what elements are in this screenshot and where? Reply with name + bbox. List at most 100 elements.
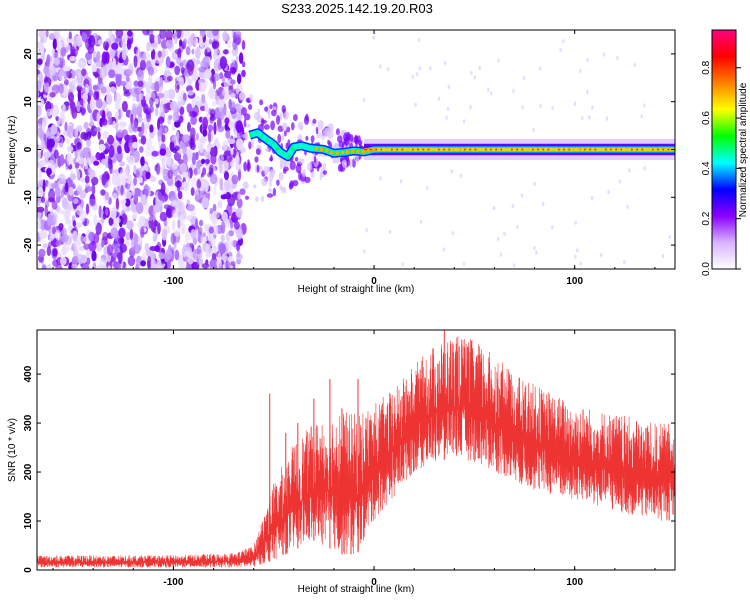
faint-speck xyxy=(450,169,453,174)
noise-blob xyxy=(105,41,110,50)
noise-blob xyxy=(42,179,46,193)
noise-blob xyxy=(204,158,211,164)
noise-blob xyxy=(70,48,78,57)
noise-blob xyxy=(158,252,166,260)
noise-blob xyxy=(55,194,61,204)
track-point xyxy=(429,147,433,152)
noise-blob xyxy=(129,228,134,240)
faint-speck xyxy=(522,76,526,81)
noise-blob xyxy=(76,205,83,216)
noise-blob xyxy=(183,30,191,39)
noise-blob xyxy=(180,99,186,106)
noise-blob xyxy=(37,80,42,91)
noise-blob xyxy=(87,167,93,174)
transition-blob xyxy=(279,158,286,168)
track-point xyxy=(637,147,642,152)
track-point xyxy=(282,152,288,158)
noise-blob xyxy=(68,31,73,40)
faint-speck xyxy=(600,253,603,258)
noise-blob xyxy=(154,98,159,105)
faint-speck xyxy=(579,68,582,74)
transition-blob xyxy=(289,160,296,171)
y-tick-label: -20 xyxy=(23,237,34,252)
noise-blob xyxy=(46,263,52,269)
faint-speck xyxy=(511,204,514,209)
colorbar-ticks: 0.0 0.2 0.4 0.6 0.8 xyxy=(701,60,741,276)
track-point xyxy=(622,147,626,152)
noise-blob xyxy=(38,248,46,258)
transition-blob xyxy=(281,186,287,194)
y-tick-label: 10 xyxy=(23,96,34,108)
noise-blob xyxy=(235,36,241,46)
noise-blob xyxy=(147,255,152,269)
noise-blob xyxy=(235,137,244,151)
noise-blob xyxy=(136,255,142,267)
noise-blob xyxy=(106,92,113,106)
noise-blob xyxy=(58,173,66,183)
transition-blob xyxy=(268,172,274,182)
noise-blob xyxy=(55,240,62,247)
noise-blob xyxy=(204,102,209,113)
noise-blob xyxy=(195,46,201,60)
colorbar-tick-label: 0.0 xyxy=(701,262,712,276)
transition-blob xyxy=(332,157,336,164)
noise-blob xyxy=(151,48,156,61)
noise-blob xyxy=(48,138,55,149)
noise-blob xyxy=(37,180,40,188)
transition-blob xyxy=(298,158,305,164)
track-point xyxy=(544,147,548,152)
noise-blob xyxy=(82,152,89,158)
noise-blob xyxy=(113,217,121,224)
noise-blob xyxy=(164,252,169,263)
transition-blob xyxy=(276,114,280,125)
faint-speck xyxy=(590,195,594,201)
faint-speck xyxy=(633,62,636,68)
transition-blob xyxy=(243,161,248,172)
noise-blob xyxy=(39,98,45,108)
noise-blob xyxy=(198,35,203,47)
noise-blob xyxy=(102,100,108,109)
noise-blob xyxy=(219,243,226,254)
noise-blob xyxy=(54,186,61,197)
noise-blob xyxy=(82,92,88,102)
noise-blob xyxy=(222,140,228,150)
noise-blob xyxy=(146,41,150,52)
noise-blob xyxy=(110,227,119,238)
noise-blob xyxy=(159,148,167,156)
noise-blob xyxy=(165,30,173,41)
noise-blob xyxy=(205,181,209,192)
transition-blob xyxy=(255,148,261,156)
noise-blob xyxy=(65,104,69,111)
faint-speck xyxy=(416,72,419,77)
noise-blob xyxy=(225,153,233,163)
noise-blob xyxy=(184,250,190,257)
noise-blob xyxy=(100,189,106,196)
noise-blob xyxy=(139,93,144,101)
noise-blob xyxy=(102,131,109,139)
noise-blob xyxy=(154,35,158,43)
noise-blob xyxy=(38,30,46,39)
noise-blob xyxy=(39,43,45,56)
track-point xyxy=(424,147,428,152)
noise-blob xyxy=(213,184,217,197)
noise-blob xyxy=(117,109,122,120)
transition-blob xyxy=(354,135,359,145)
faint-speck xyxy=(628,168,631,173)
noise-blob xyxy=(144,94,150,102)
noise-blob xyxy=(183,181,187,187)
noise-blob xyxy=(93,214,98,227)
noise-blob xyxy=(166,176,174,187)
noise-blob xyxy=(160,182,166,195)
noise-blob xyxy=(237,193,241,200)
track-point xyxy=(460,147,465,152)
faint-speck xyxy=(462,119,466,124)
faint-speck xyxy=(372,35,375,40)
noise-blob xyxy=(91,176,99,186)
noise-blob xyxy=(45,30,49,38)
noise-blob xyxy=(156,265,164,269)
transition-blob xyxy=(349,158,353,168)
noise-blob xyxy=(202,128,208,137)
noise-blob xyxy=(81,107,86,115)
noise-blob xyxy=(219,162,223,174)
